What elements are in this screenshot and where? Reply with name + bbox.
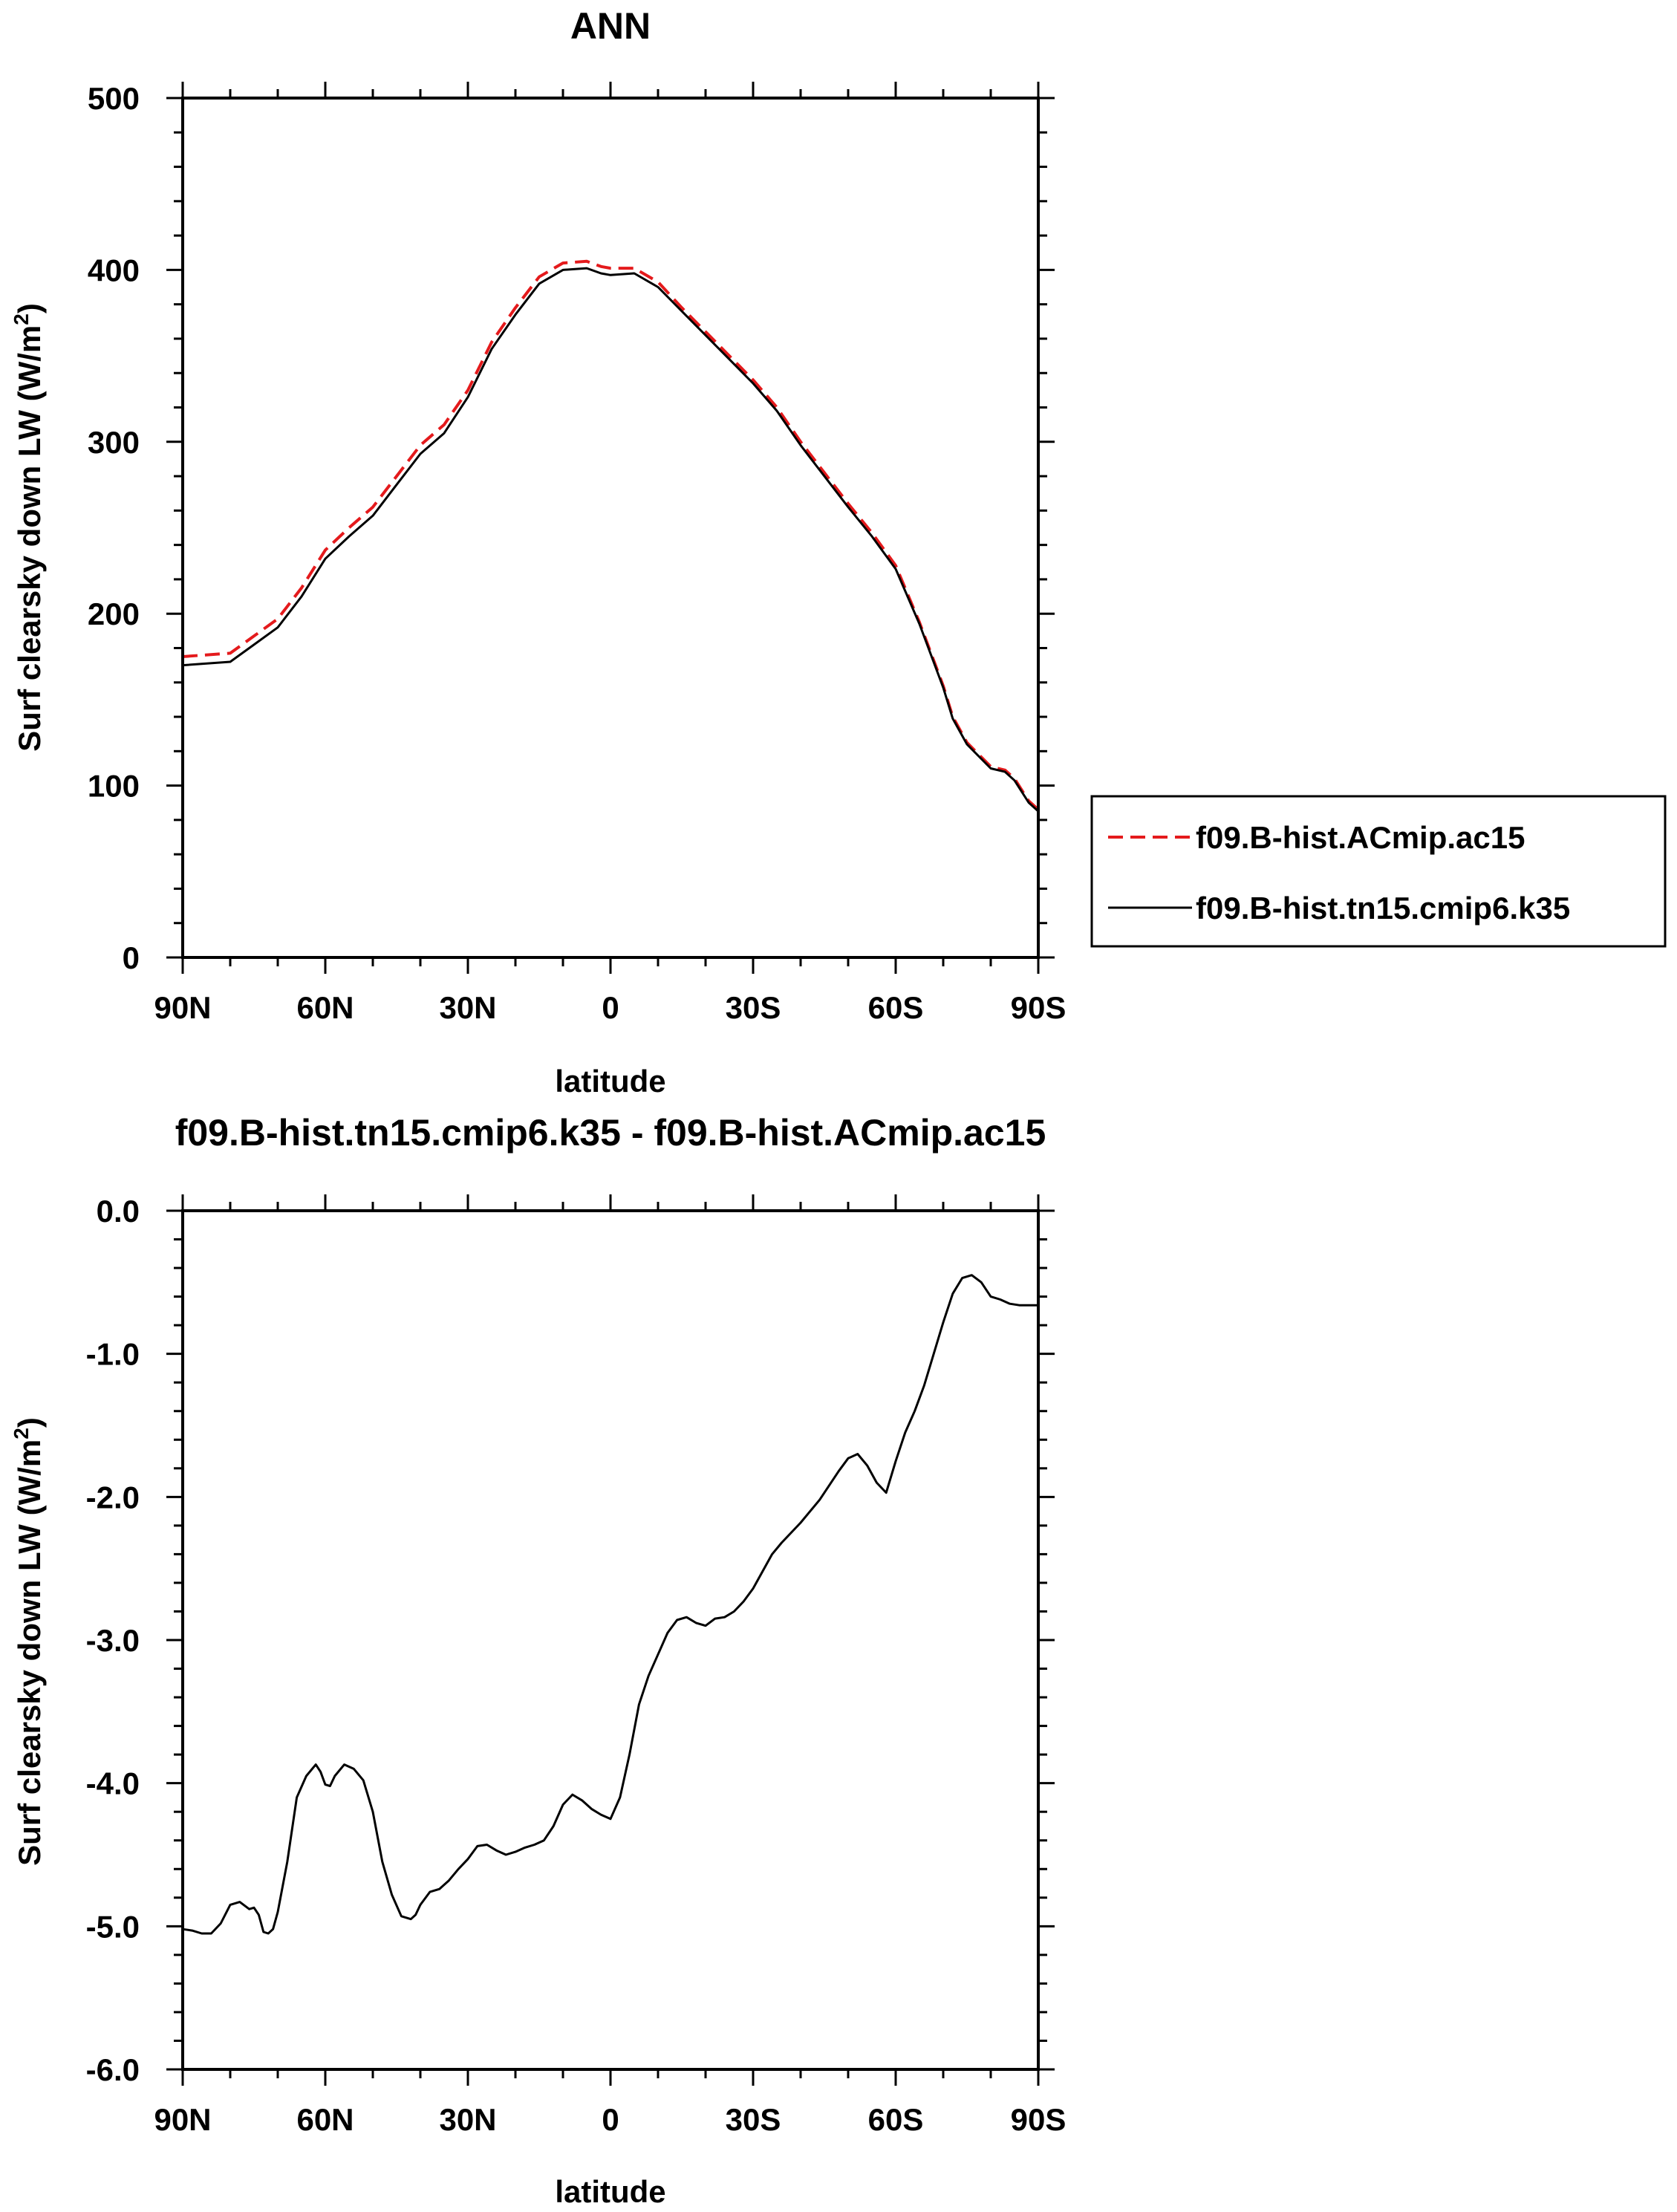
bottom-x-tick-labels: 90N 60N 30N 0 30S 60S 90S — [154, 2102, 1066, 2137]
bottom-axes-ticks — [166, 1194, 1055, 2086]
top-axes-ticks — [166, 82, 1055, 974]
legend-label-k35: f09.B-hist.tn15.cmip6.k35 — [1196, 891, 1570, 926]
legend-label-ac15: f09.B-hist.ACmip.ac15 — [1196, 820, 1525, 855]
bottom-x-axis-label: latitude — [555, 2174, 665, 2209]
bottom-y-axis-label: Surf clearsky down LW (W/m2) — [10, 1417, 47, 1866]
bottom-y-tick-label: -2.0 — [86, 1480, 140, 1515]
top-x-tick-label: 60S — [868, 990, 924, 1025]
bottom-y-tick-label: -5.0 — [86, 1909, 140, 1944]
top-y-axis-label: Surf clearsky down LW (W/m2) — [10, 303, 47, 752]
top-x-tick-label: 90N — [154, 990, 211, 1025]
top-x-tick-labels: 90N 60N 30N 0 30S 60S 90S — [154, 990, 1066, 1025]
bottom-series-line-0 — [182, 1274, 1038, 1935]
top-x-tick-label: 30N — [439, 990, 496, 1025]
top-y-tick-label: 200 — [88, 596, 140, 631]
top-series-line-1 — [182, 267, 1040, 813]
bottom-y-tick-labels: 0.0 -1.0 -2.0 -3.0 -4.0 -5.0 -6.0 — [86, 1194, 140, 2087]
bottom-x-tick-label: 30S — [726, 2102, 781, 2137]
bottom-x-tick-label: 30N — [439, 2102, 496, 2137]
bottom-y-tick-label: -4.0 — [86, 1766, 140, 1801]
top-chart-title: ANN — [570, 5, 651, 47]
bottom-x-tick-label: 60N — [296, 2102, 354, 2137]
top-x-axis-label: latitude — [555, 1064, 665, 1099]
bottom-x-tick-label: 60S — [868, 2102, 924, 2137]
bottom-x-tick-label: 90S — [1011, 2102, 1067, 2137]
top-y-tick-labels: 0 100 200 300 400 500 — [88, 81, 140, 975]
bottom-y-tick-label: -6.0 — [86, 2052, 140, 2087]
top-x-tick-label: 60N — [296, 990, 354, 1025]
top-y-tick-label: 400 — [88, 253, 140, 287]
top-series-line-0 — [182, 259, 1040, 811]
legend: f09.B-hist.ACmip.ac15 f09.B-hist.tn15.cm… — [1090, 795, 1667, 948]
top-chart-series — [182, 259, 1040, 813]
legend-box — [1090, 795, 1667, 948]
top-x-tick-label: 30S — [726, 990, 781, 1025]
top-plot-frame — [181, 97, 1040, 959]
top-y-tick-label: 100 — [88, 769, 140, 804]
bottom-y-tick-label: -3.0 — [86, 1623, 140, 1658]
top-chart: ANN 0 100 200 300 400 500 90N 60N 30N 0 30S 60S 90S… — [10, 5, 1667, 1099]
bottom-chart: f09.B-hist.tn15.cmip6.k35 - f09.B-hist.A… — [10, 1112, 1066, 2209]
bottom-y-tick-label: -1.0 — [86, 1337, 140, 1372]
bottom-chart-series — [182, 1274, 1038, 1935]
bottom-x-tick-label: 0 — [602, 2102, 619, 2137]
bottom-chart-title: f09.B-hist.tn15.cmip6.k35 - f09.B-hist.A… — [175, 1112, 1046, 1154]
top-y-tick-label: 500 — [88, 81, 140, 116]
top-x-tick-label: 0 — [602, 990, 619, 1025]
bottom-y-tick-label: 0.0 — [97, 1194, 140, 1229]
top-x-tick-label: 90S — [1011, 990, 1067, 1025]
top-y-tick-label: 0 — [123, 940, 140, 975]
bottom-x-tick-label: 90N — [154, 2102, 211, 2137]
top-y-tick-label: 300 — [88, 425, 140, 460]
bottom-plot-frame — [181, 1209, 1040, 2071]
